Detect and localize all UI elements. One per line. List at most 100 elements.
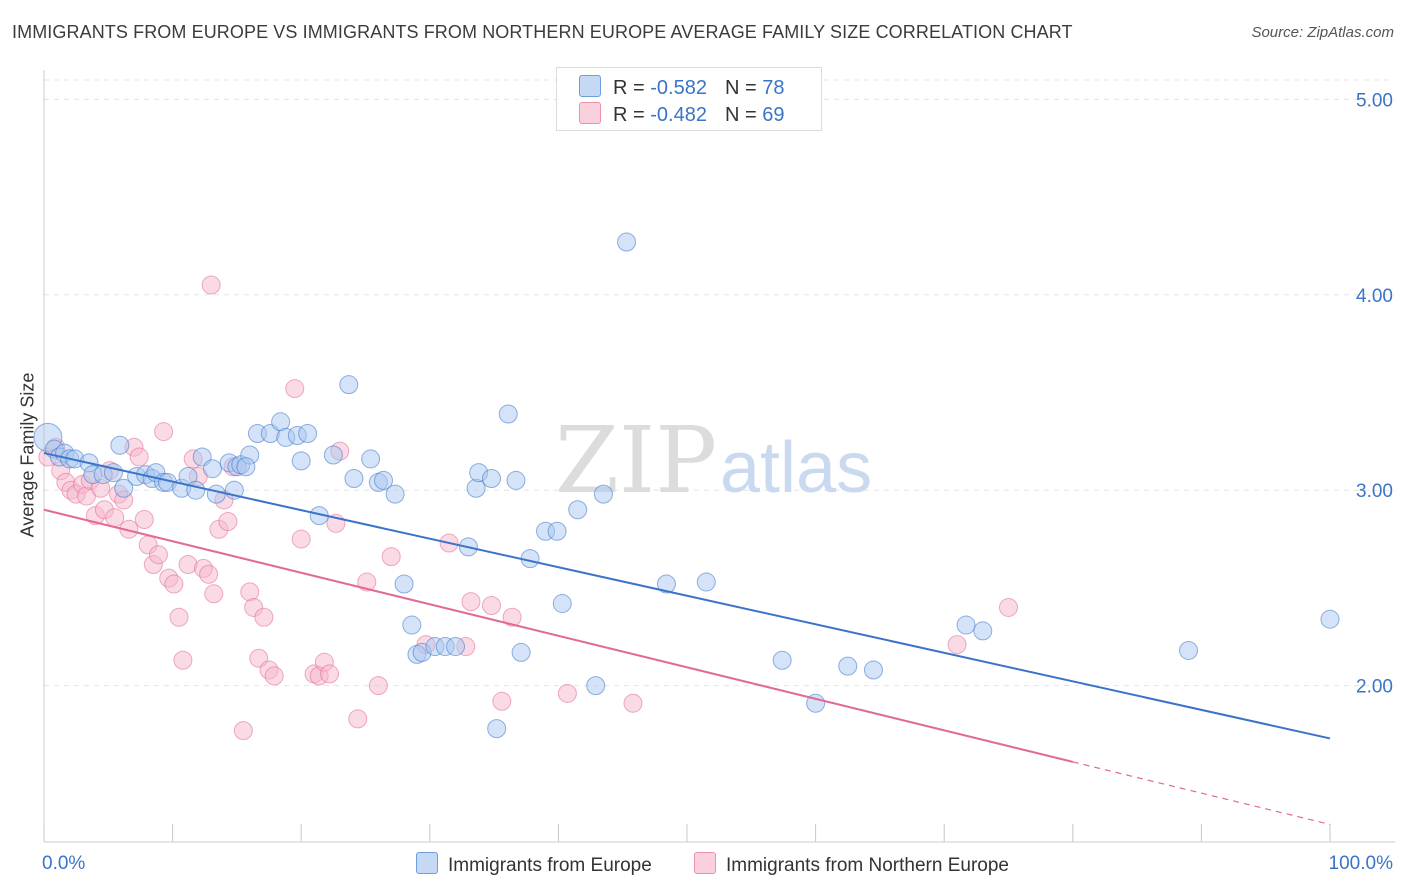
blue-point-77 — [487, 719, 507, 739]
pink-point-47 — [291, 529, 311, 549]
legend-swatch-pink — [579, 102, 601, 124]
blue-point-11 — [110, 435, 130, 455]
bottom-legend-label-pink: Immigrants from Northern Europe — [726, 855, 1009, 876]
pink-point-26 — [169, 607, 189, 627]
watermark-atlas: atlas — [720, 428, 872, 508]
blue-point-67 — [656, 574, 676, 594]
pink-point-51 — [319, 664, 339, 684]
pink-point-63 — [492, 691, 512, 711]
pink-point-38 — [201, 275, 221, 295]
blue-point-72 — [863, 660, 883, 680]
blue-point-43 — [374, 470, 394, 490]
legend-n-label: N = — [724, 77, 763, 99]
trend-line-northern-europe-extrapolated — [1072, 761, 1331, 825]
pink-point-23 — [154, 422, 174, 442]
pink-point-56 — [368, 676, 388, 696]
blue-point-39 — [344, 468, 364, 488]
blue-point-57 — [506, 470, 526, 490]
pink-point-68 — [999, 597, 1018, 617]
blue-point-74 — [973, 621, 993, 641]
blue-point-66 — [617, 232, 637, 252]
pink-point-67 — [947, 635, 967, 655]
watermark: ZIP atlas — [555, 407, 872, 514]
blue-point-22 — [202, 459, 222, 479]
blue-point-56 — [498, 404, 518, 424]
pink-point-62 — [482, 596, 502, 616]
blue-point-23 — [206, 484, 226, 504]
y-tick-label-1: 3.00 — [1356, 481, 1393, 502]
legend-n-label: N = — [724, 104, 763, 126]
legend-r-label: R = — [613, 104, 651, 126]
blue-point-51 — [446, 637, 466, 657]
pink-point-46 — [285, 379, 305, 399]
pink-point-40 — [240, 582, 260, 602]
pink-point-43 — [254, 607, 274, 627]
blue-point-40 — [339, 375, 359, 395]
pink-point-27 — [173, 650, 193, 670]
correlation-legend: R = -0.582 N = 78 R = -0.482 N = 69 — [556, 67, 822, 131]
blue-point-38 — [323, 445, 343, 465]
blue-point-53 — [466, 478, 486, 498]
pink-point-36 — [218, 511, 238, 531]
legend-r-value-pink: -0.482 — [650, 104, 707, 126]
blue-point-44 — [385, 484, 405, 504]
blue-point-20 — [186, 480, 206, 500]
pink-point-65 — [557, 683, 577, 703]
blue-point-45 — [394, 574, 414, 594]
bottom-legend-northern-europe: Immigrants from Northern Europe — [694, 852, 1009, 877]
blue-point-69 — [772, 650, 792, 670]
pink-point-19 — [134, 510, 154, 530]
pink-point-18 — [129, 447, 149, 467]
y-tick-label-3: 5.00 — [1356, 90, 1393, 111]
pink-point-13 — [105, 508, 125, 528]
legend-n-value-pink: 69 — [762, 104, 785, 126]
blue-point-58 — [511, 642, 531, 662]
blue-point-63 — [568, 500, 588, 520]
series-europe-points — [33, 232, 1340, 739]
bottom-legend-europe: Immigrants from Europe — [416, 852, 652, 877]
blue-point-61 — [547, 521, 567, 541]
bottom-legend-swatch-blue — [416, 852, 438, 874]
source-label: Source: ZipAtlas.com — [1251, 24, 1394, 41]
trend-lines — [43, 452, 1331, 825]
chart-title: IMMIGRANTS FROM EUROPE VS IMMIGRANTS FRO… — [12, 22, 1073, 42]
pink-point-57 — [381, 547, 401, 567]
pink-point-45 — [264, 666, 284, 686]
trend-line-northern-europe — [43, 508, 1074, 763]
pink-point-64 — [502, 607, 522, 627]
blue-point-71 — [838, 656, 858, 676]
blue-point-55 — [482, 468, 502, 488]
pink-point-54 — [348, 709, 368, 729]
pink-point-33 — [204, 584, 224, 604]
y-tick-label-2: 4.00 — [1356, 286, 1393, 307]
blue-point-41 — [361, 449, 381, 469]
x-tick-label-min: 0.0% — [42, 853, 85, 874]
blue-point-75 — [1179, 640, 1199, 660]
legend-r-label: R = — [613, 77, 651, 99]
blue-point-46 — [402, 615, 422, 635]
trend-line-europe — [43, 452, 1331, 740]
pink-point-39 — [233, 721, 253, 741]
y-axis-label: Average Family Size — [17, 372, 38, 538]
pink-point-25 — [164, 574, 184, 594]
blue-point-29 — [236, 457, 256, 477]
blue-point-68 — [696, 572, 716, 592]
blue-point-10 — [114, 478, 134, 498]
blue-point-62 — [552, 594, 572, 614]
watermark-zip: ZIP — [555, 407, 717, 514]
pink-point-66 — [623, 693, 643, 713]
legend-row-pink: R = -0.482 N = 69 — [579, 102, 784, 126]
blue-point-65 — [593, 484, 613, 504]
blue-point-76 — [1320, 609, 1340, 629]
y-tick-label-0: 2.00 — [1356, 677, 1393, 698]
tick-labels: 2.00 3.00 4.00 5.00 0.0% 100.0% — [42, 90, 1393, 874]
blue-point-35 — [291, 451, 311, 471]
pink-point-61 — [461, 592, 481, 612]
pink-point-32 — [199, 564, 219, 584]
x-tick-label-max: 100.0% — [1329, 853, 1394, 874]
blue-point-36 — [298, 424, 318, 444]
pink-point-22 — [148, 545, 168, 565]
legend-n-value-blue: 78 — [762, 77, 785, 99]
blue-point-64 — [586, 676, 606, 696]
